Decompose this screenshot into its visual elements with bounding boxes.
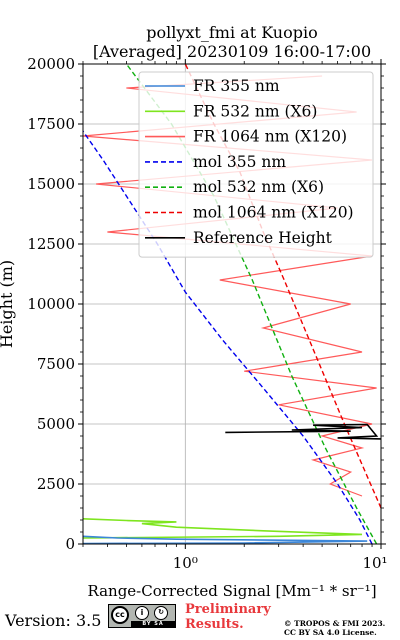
version-label: Version: 3.5 bbox=[5, 611, 102, 630]
legend-label: mol 1064 nm (X120) bbox=[193, 204, 354, 222]
preliminary-results-label: Preliminary Results. bbox=[185, 602, 271, 632]
series-line-5 bbox=[125, 64, 378, 544]
series-line-7 bbox=[225, 423, 381, 440]
y-tick-label: 7500 bbox=[37, 355, 75, 373]
cc-icon: cc bbox=[111, 606, 129, 624]
lidar-profile-chart: pollyxt_fmi at Kuopio [Averaged] 2023010… bbox=[0, 23, 388, 600]
copyright-notice: © TROPOS & FMI 2023. CC BY SA 4.0 Licens… bbox=[284, 619, 385, 637]
x-tick-label: 10⁰ bbox=[173, 554, 198, 572]
legend-label: FR 1064 nm (X120) bbox=[193, 128, 347, 146]
y-tick-label: 17500 bbox=[27, 115, 75, 133]
y-tick-label: 20000 bbox=[27, 55, 75, 73]
legend: FR 355 nm FR 532 nm (X6) FR 1064 nm (X120)… bbox=[138, 71, 374, 258]
x-tick-label: 10¹ bbox=[362, 554, 387, 572]
legend-label: mol 355 nm bbox=[193, 153, 286, 171]
preliminary-line-1: Preliminary bbox=[185, 602, 271, 617]
preliminary-line-2: Results. bbox=[185, 617, 244, 632]
y-tick-label: 15000 bbox=[27, 175, 75, 193]
series-line-2 bbox=[83, 518, 363, 539]
legend-label: mol 532 nm (X6) bbox=[193, 178, 324, 196]
legend-label: Reference Height bbox=[193, 229, 333, 247]
x-axis-label: Range-Corrected Signal [Mm⁻¹ * sr⁻¹] bbox=[87, 582, 376, 600]
y-axis-label: Height (m) bbox=[0, 260, 16, 348]
legend-label: FR 532 nm (X6) bbox=[193, 102, 317, 120]
y-tick-label: 12500 bbox=[27, 235, 75, 253]
y-tick-label: 5000 bbox=[37, 415, 75, 433]
x-axis: 10⁰ 10¹ bbox=[82, 59, 388, 572]
cc-badge-strip: BY SA bbox=[131, 621, 175, 627]
legend-box bbox=[138, 71, 374, 258]
series-line-1 bbox=[83, 535, 368, 544]
attribution-icon: i bbox=[135, 606, 149, 620]
cc-license-badge: cc i ↻ BY SA bbox=[108, 604, 176, 628]
legend-label: FR 355 nm bbox=[193, 77, 280, 95]
series-line-4 bbox=[83, 130, 373, 544]
copyright-line-1: © TROPOS & FMI 2023. bbox=[284, 619, 386, 628]
y-tick-label: 10000 bbox=[27, 295, 75, 313]
chart-subtitle: [Averaged] 20230109 16:00-17:00 bbox=[93, 42, 371, 61]
chart-title: pollyxt_fmi at Kuopio bbox=[146, 23, 317, 42]
y-tick-label: 2500 bbox=[37, 475, 75, 493]
share-alike-icon: ↻ bbox=[154, 606, 168, 620]
y-axis: 0 2500 5000 7500 10000 12500 15000 17500 20000 bbox=[27, 55, 386, 553]
y-tick-label: 0 bbox=[65, 535, 75, 553]
copyright-line-2: CC BY SA 4.0 License. bbox=[284, 628, 377, 637]
